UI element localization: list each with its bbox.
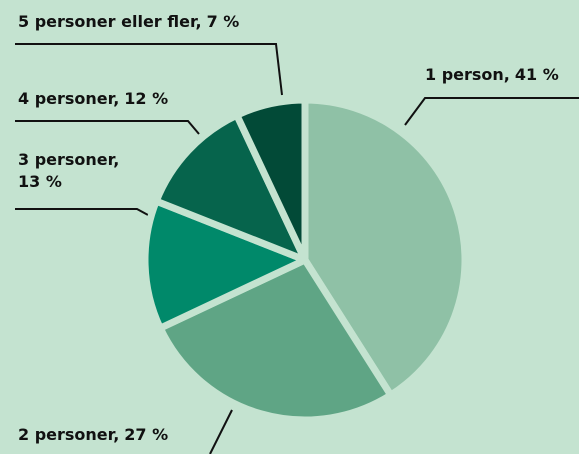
value-label: 41 % — [515, 65, 559, 84]
data-label: 5 personer eller fler, 7 % — [18, 12, 239, 31]
leaders — [15, 43, 579, 454]
data-label: 2 personer, 27 % — [18, 425, 168, 444]
leader-line — [15, 208, 149, 216]
leader-line — [209, 409, 233, 454]
pie-slice — [152, 111, 309, 264]
data-label: 3 personer, 13 % — [18, 150, 119, 191]
value-label: 13 % — [18, 172, 62, 191]
pie-slice — [233, 96, 309, 264]
value-label: 27 % — [124, 425, 168, 444]
leader-line — [15, 43, 283, 96]
category-label: 3 personer, — [18, 150, 119, 169]
category-label: 1 person, — [425, 65, 510, 84]
category-label: 4 personer, — [18, 89, 119, 108]
pie-slice — [141, 197, 309, 332]
pie-slice — [156, 256, 395, 424]
category-label: 2 personer, — [18, 425, 119, 444]
value-label: 7 % — [207, 12, 240, 31]
data-label: 4 personer, 12 % — [18, 89, 168, 108]
leader-line — [15, 120, 200, 135]
category-label: 5 personer eller fler, — [18, 12, 202, 31]
data-label: 1 person, 41 % — [425, 65, 559, 84]
value-label: 12 % — [124, 89, 168, 108]
leader-line — [404, 97, 579, 126]
